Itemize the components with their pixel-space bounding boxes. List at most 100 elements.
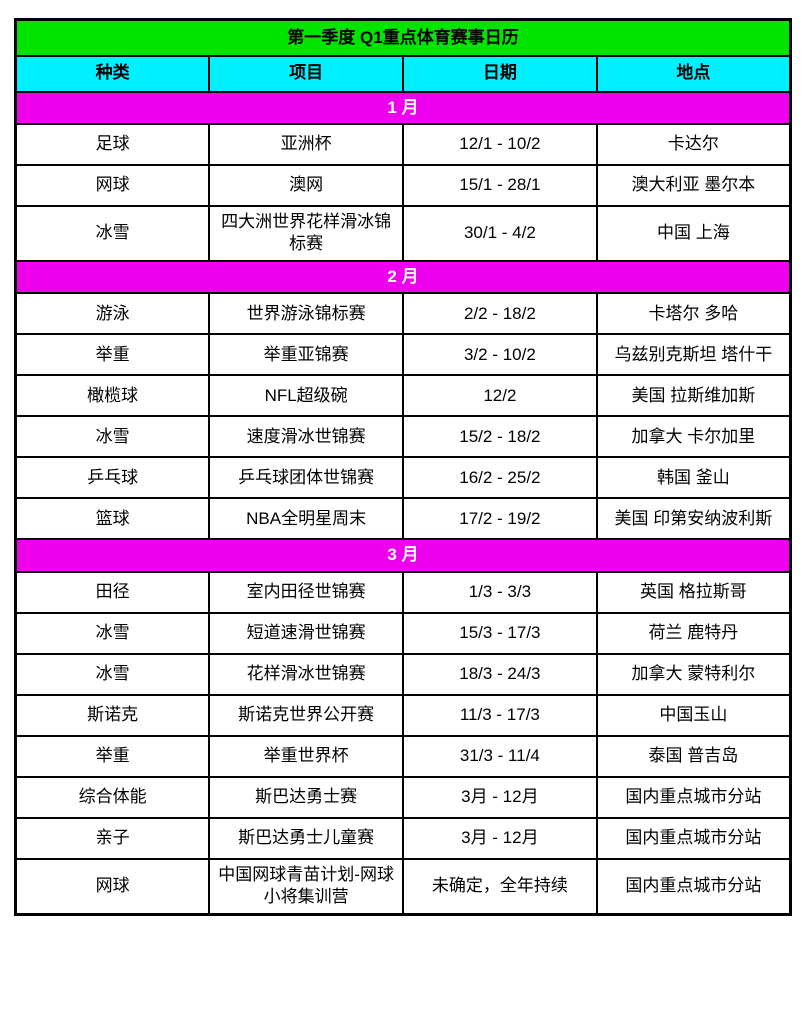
column-header-location: 地点 — [595, 54, 792, 93]
date-cell: 2/2 - 18/2 — [402, 292, 598, 336]
category-cell: 亲子 — [14, 816, 211, 860]
category-cell: 冰雪 — [14, 611, 211, 655]
location-cell: 中国玉山 — [595, 693, 792, 737]
event-row: 网球 中国网球青苗计划-网球小将集训营 未确定，全年持续 国内重点城市分站 — [14, 857, 792, 916]
category-cell: 游泳 — [14, 292, 211, 336]
event-row: 篮球 NBA全明星周末 17/2 - 19/2 美国 印第安纳波利斯 — [14, 497, 792, 541]
category-cell: 足球 — [14, 122, 211, 166]
location-cell: 中国 上海 — [595, 204, 792, 262]
event-row: 冰雪 四大洲世界花样滑冰锦标赛 30/1 - 4/2 中国 上海 — [14, 204, 792, 262]
event-row: 乒乓球 乒乓球团体世锦赛 16/2 - 25/2 韩国 釜山 — [14, 456, 792, 500]
title-row: 第一季度 Q1重点体育赛事日历 — [14, 18, 792, 57]
date-cell: 12/2 — [402, 374, 598, 418]
event-row: 游泳 世界游泳锦标赛 2/2 - 18/2 卡塔尔 多哈 — [14, 292, 792, 336]
date-cell: 未确定，全年持续 — [402, 857, 598, 916]
month-divider-row: 3 月 — [14, 538, 792, 573]
category-cell: 冰雪 — [14, 652, 211, 696]
event-cell: NFL超级碗 — [208, 374, 404, 418]
location-cell: 国内重点城市分站 — [595, 857, 792, 916]
category-cell: 举重 — [14, 333, 211, 377]
category-cell: 乒乓球 — [14, 456, 211, 500]
event-cell: 乒乓球团体世锦赛 — [208, 456, 404, 500]
event-cell: 中国网球青苗计划-网球小将集训营 — [208, 857, 404, 916]
event-cell: 举重亚锦赛 — [208, 333, 404, 377]
event-cell: 斯巴达勇士儿童赛 — [208, 816, 404, 860]
date-cell: 3/2 - 10/2 — [402, 333, 598, 377]
month-label: 2 月 — [14, 259, 792, 295]
date-cell: 18/3 - 24/3 — [402, 652, 598, 696]
event-row: 冰雪 花样滑冰世锦赛 18/3 - 24/3 加拿大 蒙特利尔 — [14, 652, 792, 696]
event-cell: 澳网 — [208, 163, 404, 207]
event-row: 冰雪 短道速滑世锦赛 15/3 - 17/3 荷兰 鹿特丹 — [14, 611, 792, 655]
event-cell: 举重世界杯 — [208, 734, 404, 778]
event-cell: 斯诺克世界公开赛 — [208, 693, 404, 737]
location-cell: 乌兹别克斯坦 塔什干 — [595, 333, 792, 377]
event-row: 斯诺克 斯诺克世界公开赛 11/3 - 17/3 中国玉山 — [14, 693, 792, 737]
column-header-date: 日期 — [402, 54, 598, 93]
month-divider-row: 1 月 — [14, 90, 792, 125]
event-cell: 花样滑冰世锦赛 — [208, 652, 404, 696]
date-cell: 3月 - 12月 — [402, 775, 598, 819]
location-cell: 澳大利亚 墨尔本 — [595, 163, 792, 207]
column-header-category: 种类 — [14, 54, 211, 93]
month-divider-row: 2 月 — [14, 259, 792, 295]
category-cell: 斯诺克 — [14, 693, 211, 737]
event-cell: 室内田径世锦赛 — [208, 570, 404, 614]
category-cell: 橄榄球 — [14, 374, 211, 418]
month-label: 1 月 — [14, 90, 792, 125]
category-cell: 田径 — [14, 570, 211, 614]
location-cell: 卡塔尔 多哈 — [595, 292, 792, 336]
location-cell: 加拿大 蒙特利尔 — [595, 652, 792, 696]
event-cell: NBA全明星周末 — [208, 497, 404, 541]
date-cell: 1/3 - 3/3 — [402, 570, 598, 614]
event-cell: 速度滑冰世锦赛 — [208, 415, 404, 459]
location-cell: 卡达尔 — [595, 122, 792, 166]
location-cell: 美国 拉斯维加斯 — [595, 374, 792, 418]
date-cell: 11/3 - 17/3 — [402, 693, 598, 737]
category-cell: 冰雪 — [14, 415, 211, 459]
date-cell: 15/2 - 18/2 — [402, 415, 598, 459]
event-row: 网球 澳网 15/1 - 28/1 澳大利亚 墨尔本 — [14, 163, 792, 207]
date-cell: 31/3 - 11/4 — [402, 734, 598, 778]
column-header-event: 项目 — [208, 54, 404, 93]
event-row: 橄榄球 NFL超级碗 12/2 美国 拉斯维加斯 — [14, 374, 792, 418]
event-row: 田径 室内田径世锦赛 1/3 - 3/3 英国 格拉斯哥 — [14, 570, 792, 614]
date-cell: 12/1 - 10/2 — [402, 122, 598, 166]
date-cell: 15/3 - 17/3 — [402, 611, 598, 655]
event-row: 亲子 斯巴达勇士儿童赛 3月 - 12月 国内重点城市分站 — [14, 816, 792, 860]
category-cell: 举重 — [14, 734, 211, 778]
event-row: 冰雪 速度滑冰世锦赛 15/2 - 18/2 加拿大 卡尔加里 — [14, 415, 792, 459]
location-cell: 韩国 釜山 — [595, 456, 792, 500]
event-row: 举重 举重世界杯 31/3 - 11/4 泰国 普吉岛 — [14, 734, 792, 778]
table-title: 第一季度 Q1重点体育赛事日历 — [14, 18, 792, 57]
event-cell: 亚洲杯 — [208, 122, 404, 166]
date-cell: 15/1 - 28/1 — [402, 163, 598, 207]
category-cell: 网球 — [14, 163, 211, 207]
location-cell: 加拿大 卡尔加里 — [595, 415, 792, 459]
location-cell: 泰国 普吉岛 — [595, 734, 792, 778]
date-cell: 16/2 - 25/2 — [402, 456, 598, 500]
column-header-row: 种类 项目 日期 地点 — [14, 54, 792, 93]
date-cell: 17/2 - 19/2 — [402, 497, 598, 541]
category-cell: 篮球 — [14, 497, 211, 541]
location-cell: 国内重点城市分站 — [595, 816, 792, 860]
category-cell: 冰雪 — [14, 204, 211, 262]
location-cell: 美国 印第安纳波利斯 — [595, 497, 792, 541]
event-row: 足球 亚洲杯 12/1 - 10/2 卡达尔 — [14, 122, 792, 166]
month-label: 3 月 — [14, 538, 792, 573]
location-cell: 英国 格拉斯哥 — [595, 570, 792, 614]
event-row: 综合体能 斯巴达勇士赛 3月 - 12月 国内重点城市分站 — [14, 775, 792, 819]
category-cell: 综合体能 — [14, 775, 211, 819]
event-cell: 短道速滑世锦赛 — [208, 611, 404, 655]
event-row: 举重 举重亚锦赛 3/2 - 10/2 乌兹别克斯坦 塔什干 — [14, 333, 792, 377]
event-cell: 四大洲世界花样滑冰锦标赛 — [208, 204, 404, 262]
location-cell: 荷兰 鹿特丹 — [595, 611, 792, 655]
event-cell: 斯巴达勇士赛 — [208, 775, 404, 819]
sports-events-calendar-table: 第一季度 Q1重点体育赛事日历 种类 项目 日期 地点 1 月足球 亚洲杯 12/1 - … — [14, 18, 792, 916]
date-cell: 30/1 - 4/2 — [402, 204, 598, 262]
date-cell: 3月 - 12月 — [402, 816, 598, 860]
location-cell: 国内重点城市分站 — [595, 775, 792, 819]
event-cell: 世界游泳锦标赛 — [208, 292, 404, 336]
category-cell: 网球 — [14, 857, 211, 916]
